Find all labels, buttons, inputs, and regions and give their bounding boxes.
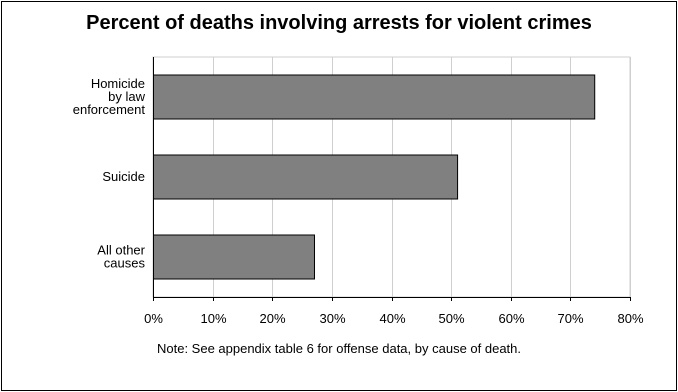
x-tick-label: 70% xyxy=(557,311,583,326)
x-tick-label: 30% xyxy=(319,311,345,326)
x-tick-label: 40% xyxy=(379,311,405,326)
x-tick-label: 10% xyxy=(200,311,226,326)
bar xyxy=(153,154,459,200)
chart-title: Percent of deaths involving arrests for … xyxy=(86,12,592,34)
category-label: Suicide xyxy=(102,169,145,184)
bar xyxy=(153,234,315,280)
bar xyxy=(153,74,596,120)
x-tick-label: 60% xyxy=(498,311,524,326)
x-tick-label: 50% xyxy=(438,311,464,326)
category-label: All other causes xyxy=(97,243,145,271)
x-tick-label: 80% xyxy=(617,311,643,326)
chart-note: Note: See appendix table 6 for offense d… xyxy=(156,341,522,356)
category-label: Homicide by law enforcement xyxy=(73,76,146,117)
x-tick-label: 20% xyxy=(259,311,285,326)
x-tick-label: 0% xyxy=(144,311,163,326)
